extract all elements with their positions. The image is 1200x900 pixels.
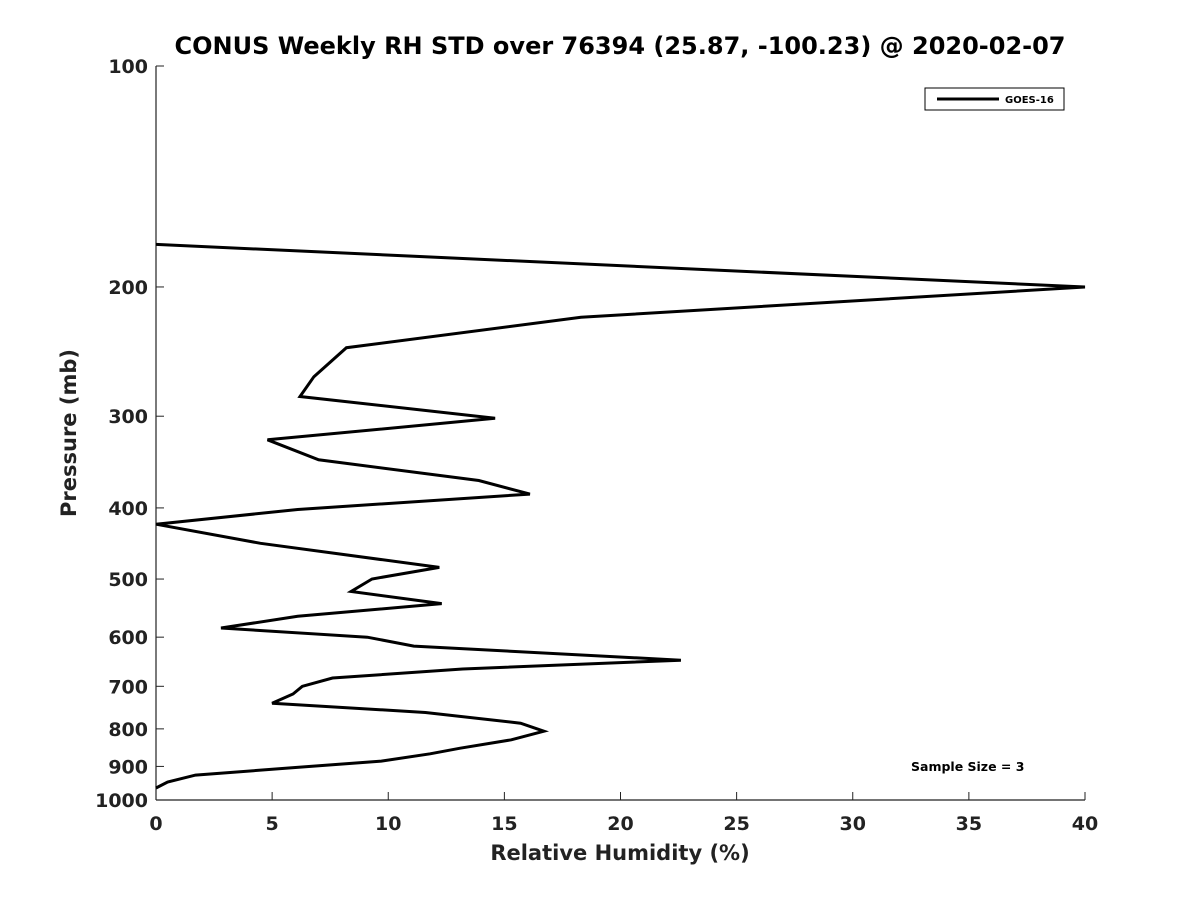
y-tick-label: 400 [108, 498, 148, 520]
y-tick-label: 700 [108, 676, 148, 698]
series-line-goes-16 [155, 242, 1086, 790]
x-tick-label: 25 [723, 813, 749, 835]
x-tick-label: 15 [491, 813, 517, 835]
y-tick-label: 1000 [95, 790, 148, 812]
y-tick-label: 600 [108, 627, 148, 649]
legend-label-goes-16: GOES-16 [1005, 95, 1054, 106]
x-axis-label: Relative Humidity (%) [490, 841, 749, 865]
y-tick-label: 500 [108, 569, 148, 591]
chart-title: CONUS Weekly RH STD over 76394 (25.87, -… [174, 32, 1065, 60]
y-tick-label: 900 [108, 756, 148, 778]
x-tick-label: 20 [607, 813, 633, 835]
legend: GOES-16 [924, 87, 1065, 111]
y-tick-label: 100 [108, 56, 148, 78]
x-axis-ticks: 0 5 10 15 20 25 30 35 40 [149, 792, 1098, 835]
x-tick-label: 35 [956, 813, 982, 835]
sample-size-annotation: Sample Size = 3 [911, 759, 1024, 774]
x-tick-label: 10 [375, 813, 401, 835]
x-tick-label: 30 [840, 813, 866, 835]
y-tick-label: 200 [108, 277, 148, 299]
x-tick-label: 40 [1072, 813, 1098, 835]
y-tick-label: 300 [108, 406, 148, 428]
x-tick-label: 5 [266, 813, 279, 835]
y-axis-label: Pressure (mb) [57, 349, 81, 517]
y-tick-label: 800 [108, 719, 148, 741]
series-layer [155, 242, 1086, 790]
y-axis-ticks: 100 200 300 400 500 600 700 800 900 1000 [95, 56, 164, 812]
x-tick-label: 0 [149, 813, 162, 835]
